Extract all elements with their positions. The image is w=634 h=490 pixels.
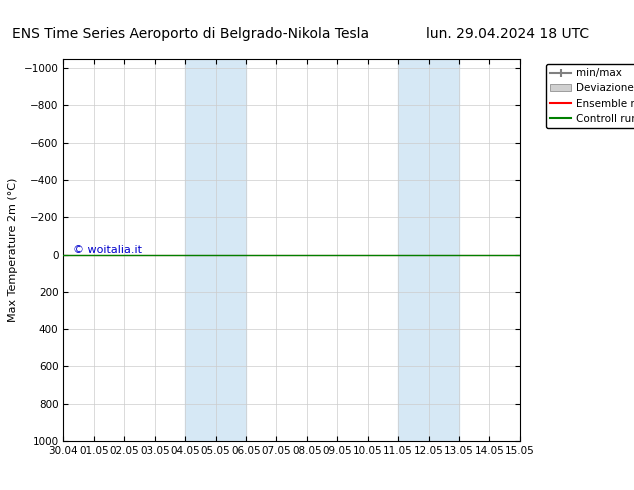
Text: lun. 29.04.2024 18 UTC: lun. 29.04.2024 18 UTC <box>425 27 589 41</box>
Text: ENS Time Series Aeroporto di Belgrado-Nikola Tesla: ENS Time Series Aeroporto di Belgrado-Ni… <box>11 27 369 41</box>
Y-axis label: Max Temperature 2m (°C): Max Temperature 2m (°C) <box>8 178 18 322</box>
Bar <box>398 59 459 441</box>
Legend: min/max, Deviazione standard, Ensemble mean run, Controll run: min/max, Deviazione standard, Ensemble m… <box>547 64 634 128</box>
Text: © woitalia.it: © woitalia.it <box>72 245 141 255</box>
Bar <box>185 59 246 441</box>
